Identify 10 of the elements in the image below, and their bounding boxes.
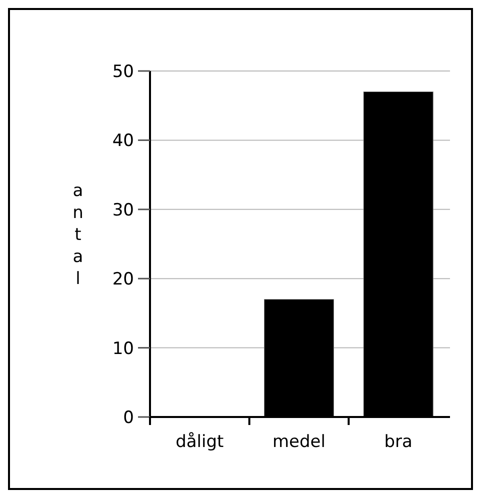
y-tick-label: 40 bbox=[112, 131, 134, 152]
x-tick-label: medel bbox=[272, 432, 326, 452]
y-tick-label: 0 bbox=[123, 408, 134, 428]
y-tick-label: 30 bbox=[112, 200, 134, 220]
y-tick-label: 50 bbox=[112, 62, 134, 82]
y-tick-label: 20 bbox=[112, 270, 134, 290]
y-tick-label: 10 bbox=[112, 338, 134, 359]
x-tick-label: dåligt bbox=[176, 432, 224, 452]
y-axis-title: antal bbox=[72, 181, 84, 289]
x-tick-label: bra bbox=[384, 432, 412, 452]
